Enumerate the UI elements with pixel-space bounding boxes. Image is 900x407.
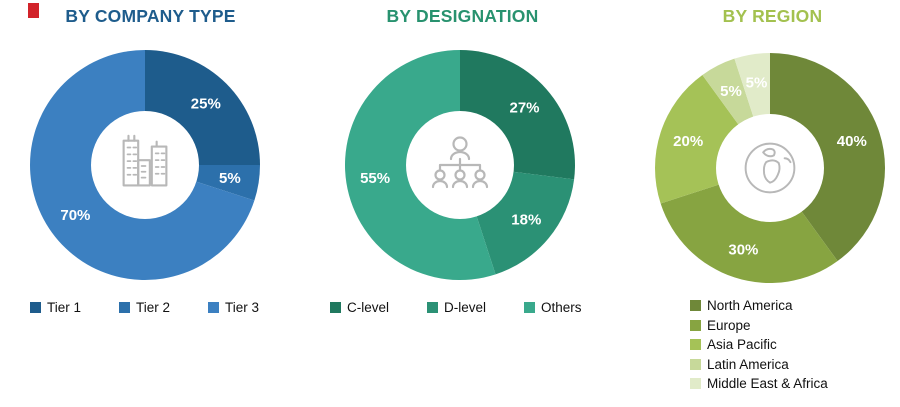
segment-percent-label: 18% (511, 211, 541, 228)
segment-percent-label: 30% (728, 241, 758, 258)
legend-swatch (119, 302, 131, 313)
segment-percent-label: 5% (746, 75, 768, 92)
segment-percent-label: 5% (720, 83, 742, 100)
legend-swatch (524, 302, 536, 313)
legend-item: Others (524, 300, 582, 315)
segment-percent-label: 20% (673, 133, 703, 150)
legend-swatch (427, 302, 439, 313)
segment-percent-label: 40% (837, 133, 867, 150)
designation-donut-chart: 27% 18% 55% (344, 50, 575, 280)
company-type-section: BY COMPANY TYPE (8, 6, 293, 27)
segment-percent-label: 5% (219, 170, 241, 187)
legend-label: C-level (347, 300, 390, 315)
legend-swatch (690, 358, 701, 370)
designation-legend: C-level D-level Others (330, 300, 582, 315)
donut-hole (716, 114, 824, 222)
designation-donut: 27% 18% 55% (342, 47, 578, 283)
company-type-donut: 25% 5% 70% (27, 47, 263, 283)
legend-swatch (330, 302, 341, 313)
legend-swatch (690, 339, 701, 350)
org-chart-icon (410, 115, 510, 215)
donut-segment-north-america (770, 53, 886, 262)
legend-item: C-level (330, 300, 389, 315)
legend-item: Tier 1 (30, 300, 81, 315)
company-type-donut-chart: 25% 5% 70% (29, 50, 260, 281)
buildings-icon (95, 115, 195, 215)
chart-title-company-type: BY COMPANY TYPE (65, 6, 236, 26)
legend-label: Asia Pacific (707, 337, 777, 352)
globe-icon (720, 118, 820, 218)
segment-percent-label: 55% (360, 170, 390, 187)
legend-swatch (690, 319, 701, 331)
legend-item: D-level (427, 300, 486, 315)
legend-label: Tier 1 (47, 300, 82, 315)
legend-label: North America (707, 298, 793, 313)
donut-hole (91, 111, 199, 219)
legend-label: Tier 2 (136, 300, 171, 315)
legend-swatch (208, 302, 220, 313)
segment-percent-label: 25% (191, 96, 221, 113)
legend-item: North America (690, 298, 828, 313)
legend-label: Latin America (707, 356, 789, 372)
chart-title-designation: BY DESIGNATION (386, 6, 539, 26)
legend-item: Tier 3 (208, 300, 259, 315)
legend-item: Middle East & Africa (690, 376, 828, 391)
legend-item: Europe (690, 318, 828, 333)
legend-swatch (690, 378, 701, 389)
segment-percent-label: 27% (509, 100, 539, 117)
legend-swatch (690, 300, 701, 311)
legend-label: Others (541, 300, 582, 315)
designation-section: BY DESIGNATION (320, 6, 605, 27)
region-legend: North America Europe Asia Pacific Latin Ame… (690, 298, 828, 391)
region-donut: 40% 30% 20% 5% 5% (652, 50, 888, 286)
chart-title-region: BY REGION (722, 6, 823, 26)
segment-percent-label: 70% (60, 207, 90, 224)
legend-label: Middle East & Africa (707, 376, 828, 391)
legend-item: Latin America (690, 357, 828, 372)
legend-item: Tier 2 (119, 300, 170, 315)
legend-label: Europe (707, 317, 751, 333)
region-section: BY REGION (645, 6, 900, 27)
company-type-legend: Tier 1 Tier 2 Tier 3 (30, 300, 259, 315)
legend-item: Asia Pacific (690, 337, 828, 352)
donut-segment-europe (660, 168, 838, 284)
logo-fragment (28, 3, 39, 18)
legend-swatch (30, 302, 41, 313)
region-donut-chart: 40% 30% 20% 5% 5% (654, 53, 886, 284)
legend-label: Tier 3 (225, 300, 260, 315)
legend-label: D-level (444, 300, 487, 315)
